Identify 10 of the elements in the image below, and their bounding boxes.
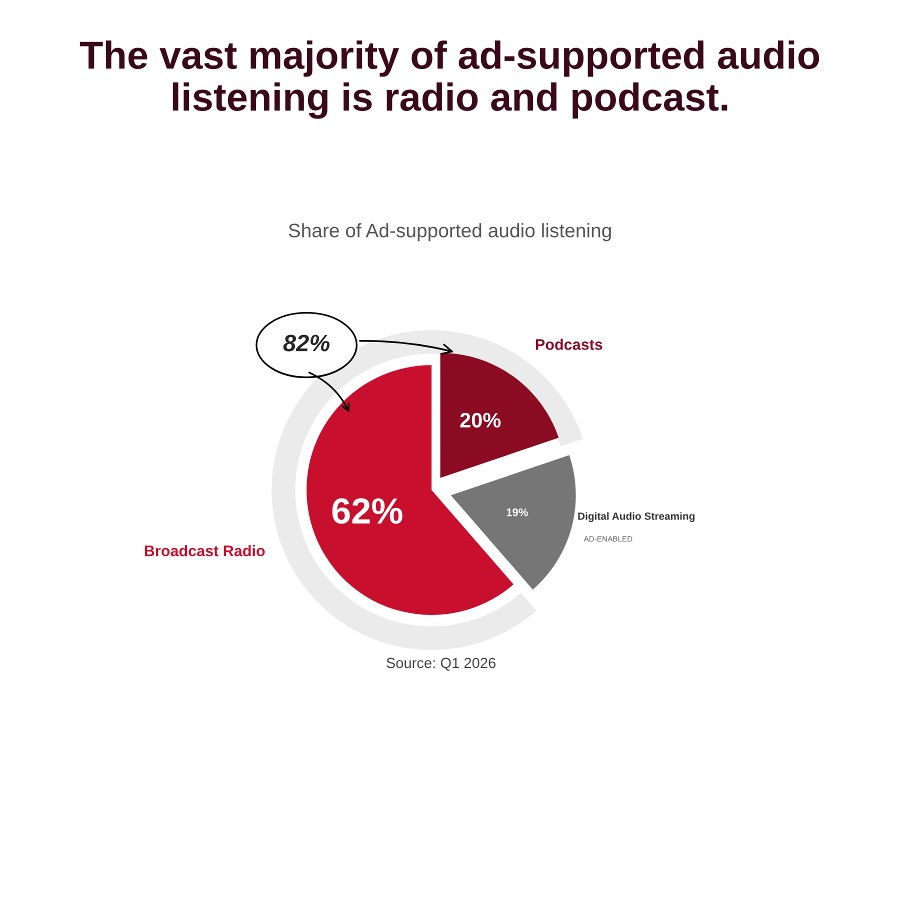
chart-title: The vast majority of ad-supported audio listening is radio and podcast. xyxy=(80,40,820,119)
data-label: 62% xyxy=(332,498,402,524)
slice-label: Podcasts xyxy=(536,338,602,350)
source-note: Source: Q1 2026 xyxy=(386,658,496,671)
text: 82% xyxy=(283,334,330,352)
chart-subtitle: Share of Ad-supported audio listening xyxy=(288,223,611,242)
data-label: 20% xyxy=(460,412,501,428)
slice-label: Digital Audio Streaming xyxy=(578,512,694,522)
data-label: 19% xyxy=(506,508,528,516)
slice-label: Broadcast Radio xyxy=(144,545,265,556)
